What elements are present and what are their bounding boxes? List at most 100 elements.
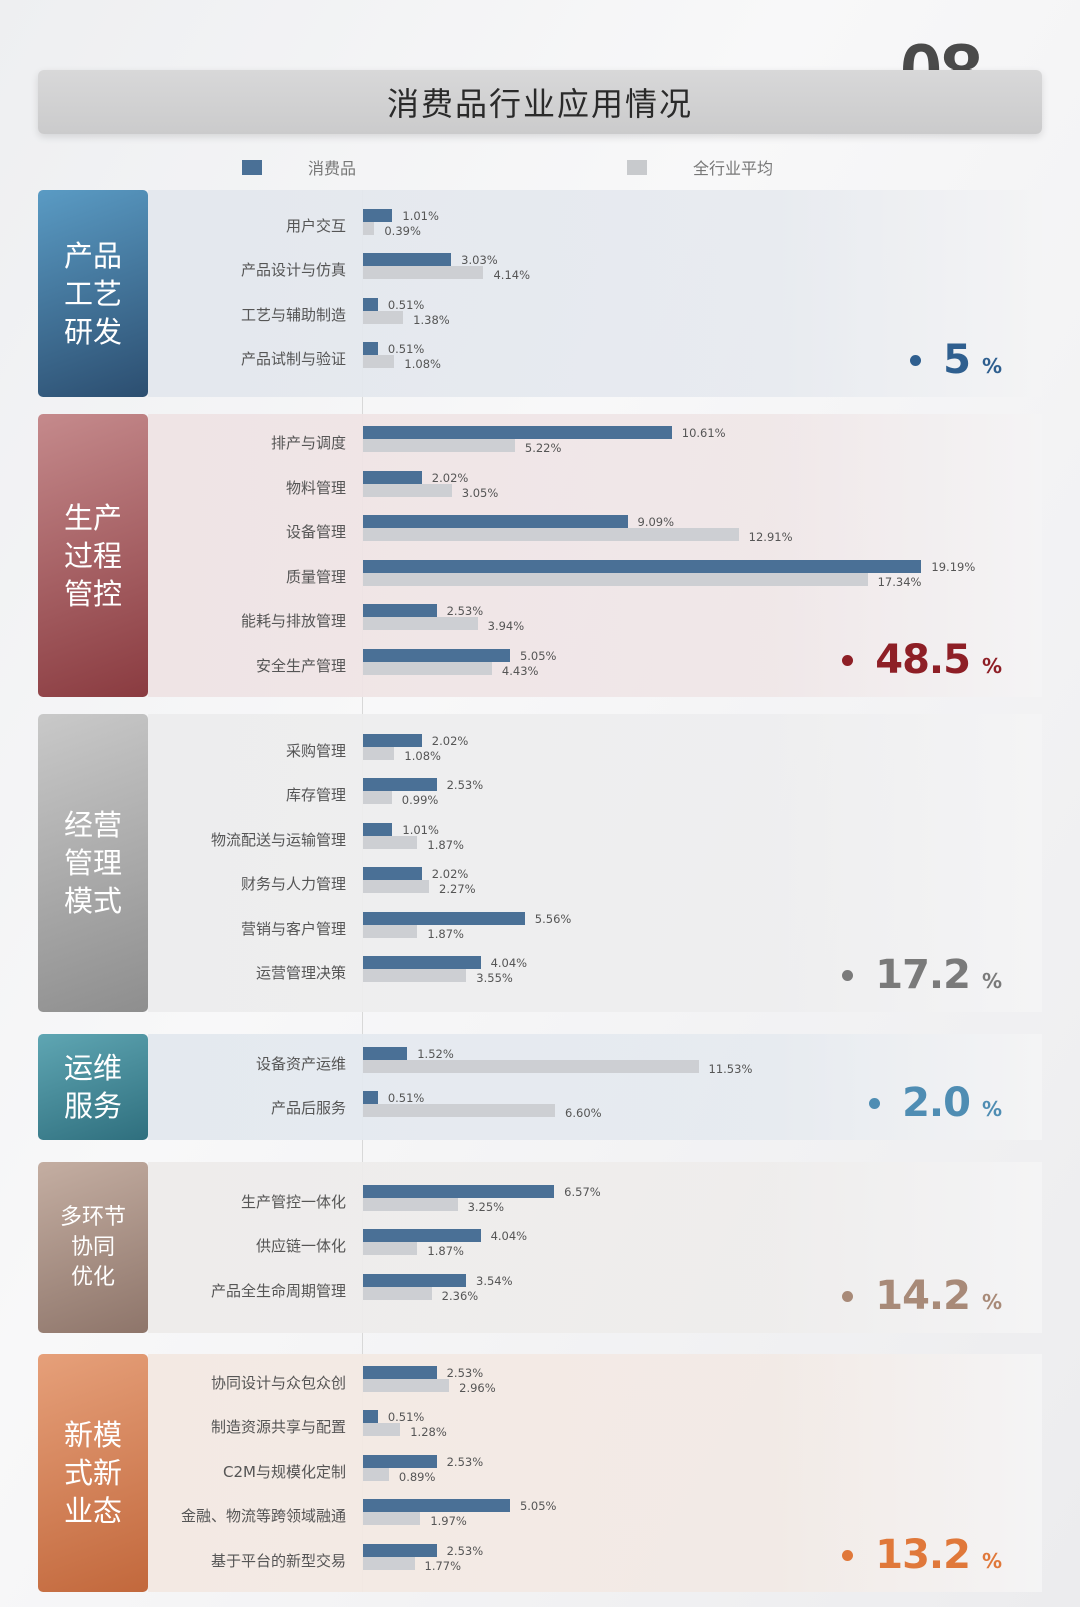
bar-row: 质量管理 19.19% 17.34% — [148, 556, 1042, 601]
data-label: 1.87% — [427, 1244, 464, 1259]
bar-consumer — [363, 1499, 510, 1513]
bar-average — [363, 1556, 415, 1570]
data-label: 3.25% — [467, 1199, 505, 1214]
bar-consumer — [363, 822, 393, 836]
data-label: 2.02% — [431, 733, 469, 748]
data-label: 0.99% — [401, 793, 439, 807]
data-label: 19.19% — [931, 559, 976, 574]
data-label: 2.53% — [446, 1365, 484, 1380]
data-label: 3.94% — [487, 619, 525, 633]
category-label: 安全生产管理 — [255, 656, 346, 675]
category-label: 协同设计与众包众创 — [210, 1373, 346, 1392]
percent-unit: % — [981, 1290, 1002, 1314]
category-label: 排产与调度 — [270, 434, 346, 452]
legend-label: 消费品 — [308, 159, 357, 178]
bar-row: 金融、物流等跨领域融通 5.05% 1.97% — [148, 1495, 1042, 1540]
section-total: 14.2% — [842, 1273, 1002, 1319]
data-label: 2.53% — [446, 604, 484, 618]
data-label: 2.36% — [441, 1288, 479, 1303]
data-label: 1.01% — [402, 208, 439, 223]
bullet-icon — [842, 969, 854, 981]
category-label: 生产管控一体化 — [240, 1192, 346, 1211]
category-label: 用户交互 — [285, 216, 346, 235]
bar-consumer — [363, 1543, 437, 1557]
bar-row: 用户交互 1.01% 0.39% — [148, 205, 1042, 250]
bar-consumer — [363, 956, 481, 969]
category-label: 营销与客户管理 — [240, 919, 346, 938]
bar-average — [363, 1242, 418, 1256]
bar-average — [363, 880, 430, 893]
bar-average — [363, 835, 418, 849]
bar-consumer — [363, 1229, 481, 1243]
bar-consumer — [363, 1091, 378, 1104]
data-label: 1.87% — [427, 926, 464, 941]
bar-consumer — [363, 426, 672, 439]
data-label: 2.02% — [431, 470, 469, 485]
category-label: 物流配送与运输管理 — [210, 830, 346, 849]
category-label: 产品全生命周期管理 — [210, 1281, 346, 1300]
legend-item-average: 全行业平均 — [627, 155, 773, 179]
data-label: 4.43% — [501, 663, 539, 678]
percent-unit: % — [981, 1097, 1002, 1121]
bar-consumer — [363, 648, 510, 662]
data-label: 2.96% — [459, 1380, 496, 1395]
bar-average — [363, 746, 395, 760]
data-label: 1.52% — [417, 1046, 454, 1061]
total-value: 14.2 — [875, 1273, 971, 1319]
data-label: 1.87% — [427, 837, 464, 852]
category-label: 基于平台的新型交易 — [210, 1551, 346, 1570]
bar-average — [363, 791, 392, 804]
bar-row: 物流配送与运输管理 1.01% 1.87% — [148, 819, 1042, 864]
data-label: 2.53% — [446, 1454, 484, 1469]
percent-unit: % — [981, 969, 1002, 993]
bar-consumer — [363, 297, 378, 311]
data-label: 1.77% — [424, 1558, 462, 1573]
bar-consumer — [363, 208, 393, 222]
category-label: 产品后服务 — [270, 1099, 346, 1117]
bullet-icon — [910, 354, 922, 366]
bar-row: 库存管理 2.53% 0.99% — [148, 774, 1042, 819]
bar-average — [363, 439, 515, 452]
data-label: 5.22% — [524, 441, 562, 455]
section-background — [148, 1354, 1042, 1592]
bar-average — [363, 1104, 556, 1117]
bar-average — [363, 1197, 458, 1211]
bar-row: C2M与规模化定制 2.53% 0.89% — [148, 1451, 1042, 1496]
data-label: 0.51% — [387, 1410, 425, 1425]
section-label: 新模 式新 业态 — [38, 1354, 148, 1592]
data-label: 5.56% — [534, 911, 572, 926]
page-title: 消费品行业应用情况 — [38, 70, 1042, 134]
bar-row: 运营管理决策 4.04% 3.55% — [148, 952, 1042, 997]
section-label: 运维 服务 — [38, 1034, 148, 1140]
total-value: 17.2 — [875, 952, 971, 998]
bar-average — [363, 1512, 421, 1526]
bar-row: 供应链一体化 4.04% 1.87% — [148, 1225, 1042, 1270]
total-value: 5 — [943, 337, 971, 383]
category-label: 采购管理 — [285, 741, 346, 760]
category-label: 设备管理 — [285, 523, 346, 541]
data-label: 6.57% — [564, 1184, 601, 1199]
bar-average — [363, 1423, 401, 1437]
bar-consumer — [363, 1365, 437, 1379]
legend-label: 全行业平均 — [693, 159, 774, 178]
bar-row: 能耗与排放管理 2.53% 3.94% — [148, 600, 1042, 645]
bar-row: 采购管理 2.02% 1.08% — [148, 730, 1042, 775]
section-total: 5% — [910, 337, 1002, 383]
section-group: 运维 服务 设备资产运维 1.52% 11.53% 产品后服务 0.51% 6.60% 2.0… — [38, 1034, 1042, 1140]
data-label: 4.04% — [490, 956, 528, 970]
bar-average — [363, 221, 375, 235]
bar-consumer — [363, 470, 422, 484]
data-label: 2.02% — [431, 867, 469, 881]
legend: 消费品 全行业平均 — [0, 155, 1080, 179]
data-label: 2.53% — [446, 778, 484, 792]
bar-consumer — [363, 1410, 378, 1424]
data-label: 11.53% — [708, 1061, 753, 1076]
data-label: 3.05% — [461, 485, 499, 500]
data-label: 4.14% — [493, 268, 531, 282]
data-label: 3.55% — [476, 971, 513, 985]
section-group: 新模 式新 业态 协同设计与众包众创 2.53% 2.96% 制造资源共享与配置 0.51… — [38, 1354, 1042, 1592]
bullet-icon — [842, 654, 854, 666]
category-label: 质量管理 — [285, 567, 346, 586]
bar-consumer — [363, 1184, 555, 1198]
bar-consumer — [363, 253, 452, 266]
